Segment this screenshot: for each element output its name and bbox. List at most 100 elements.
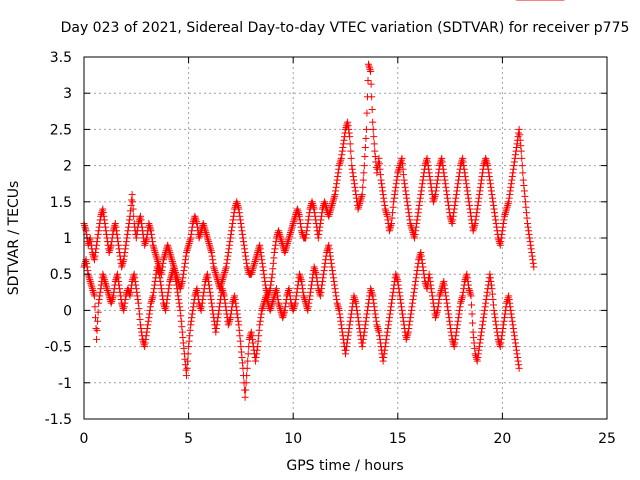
data-point (203, 270, 211, 278)
data-point (521, 192, 529, 200)
data-point (430, 194, 438, 202)
data-point (508, 172, 516, 180)
data-point (472, 216, 480, 224)
data-point (381, 201, 389, 209)
data-point (300, 292, 308, 300)
data-point (404, 205, 412, 213)
data-point (288, 223, 296, 231)
data-point (516, 136, 524, 144)
data-point (263, 294, 271, 302)
data-point (256, 245, 264, 253)
data-point (498, 227, 506, 235)
data-point (149, 241, 157, 249)
data-point (434, 176, 442, 184)
data-point (188, 310, 196, 318)
data-point (214, 314, 222, 322)
data-point (207, 247, 215, 255)
data-point (347, 310, 355, 318)
data-point (508, 176, 516, 184)
data-point (202, 229, 210, 237)
data-point (446, 317, 454, 325)
data-point (389, 292, 397, 300)
data-point (185, 239, 193, 247)
data-point (325, 212, 333, 220)
data-point (429, 198, 437, 206)
data-point (360, 328, 368, 336)
data-point (149, 238, 157, 246)
data-point (120, 306, 128, 314)
data-point (289, 221, 297, 229)
data-point (263, 296, 271, 304)
data-point (225, 319, 233, 327)
data-point (120, 256, 128, 264)
data-point (331, 192, 339, 200)
data-point (179, 274, 187, 282)
data-point (181, 259, 189, 267)
data-point (211, 268, 219, 276)
data-point (368, 288, 376, 296)
data-point (490, 201, 498, 209)
data-point (86, 276, 94, 284)
data-point (199, 296, 207, 304)
data-point (298, 229, 306, 237)
data-point (258, 259, 266, 267)
data-point (193, 285, 201, 293)
data-point (443, 303, 451, 311)
data-point (500, 212, 508, 220)
data-point (154, 267, 162, 275)
data-point (145, 220, 153, 228)
data-point (378, 183, 386, 191)
data-point (413, 270, 421, 278)
data-point (436, 292, 444, 300)
data-point (173, 285, 181, 293)
data-point (343, 343, 351, 351)
data-point (433, 308, 441, 316)
data-point (397, 303, 405, 311)
data-point (413, 220, 421, 228)
data-point (381, 343, 389, 351)
data-point (362, 134, 370, 142)
data-point (271, 245, 279, 253)
data-point (414, 212, 422, 220)
data-point (113, 272, 121, 280)
data-point (284, 238, 292, 246)
data-point (348, 165, 356, 173)
data-point (193, 288, 201, 296)
data-point (207, 292, 215, 300)
data-point (296, 216, 304, 224)
data-point (450, 341, 458, 349)
data-point (103, 285, 111, 293)
data-point (346, 133, 354, 141)
data-point (511, 154, 519, 162)
data-point (255, 243, 263, 251)
data-point (150, 245, 158, 253)
data-point (191, 214, 199, 222)
data-point (439, 165, 447, 173)
data-point (200, 223, 208, 231)
data-point (208, 248, 216, 256)
data-point (296, 272, 304, 280)
data-point (186, 332, 194, 340)
data-point (145, 310, 153, 318)
data-point (397, 299, 405, 307)
data-point (368, 105, 376, 113)
data-point (250, 261, 258, 269)
data-point (120, 252, 128, 260)
data-point (155, 268, 163, 276)
data-point (215, 306, 223, 314)
data-point (383, 328, 391, 336)
data-point (130, 272, 138, 280)
data-point (446, 321, 454, 329)
data-point (442, 187, 450, 195)
data-point (297, 276, 305, 284)
data-point (358, 192, 366, 200)
data-point (303, 227, 311, 235)
data-point (405, 325, 413, 332)
data-point (355, 317, 363, 325)
data-point (253, 346, 261, 354)
data-point (405, 209, 413, 217)
data-point (281, 303, 289, 311)
data-point (342, 350, 349, 358)
data-point (336, 310, 344, 318)
data-point (459, 154, 467, 162)
